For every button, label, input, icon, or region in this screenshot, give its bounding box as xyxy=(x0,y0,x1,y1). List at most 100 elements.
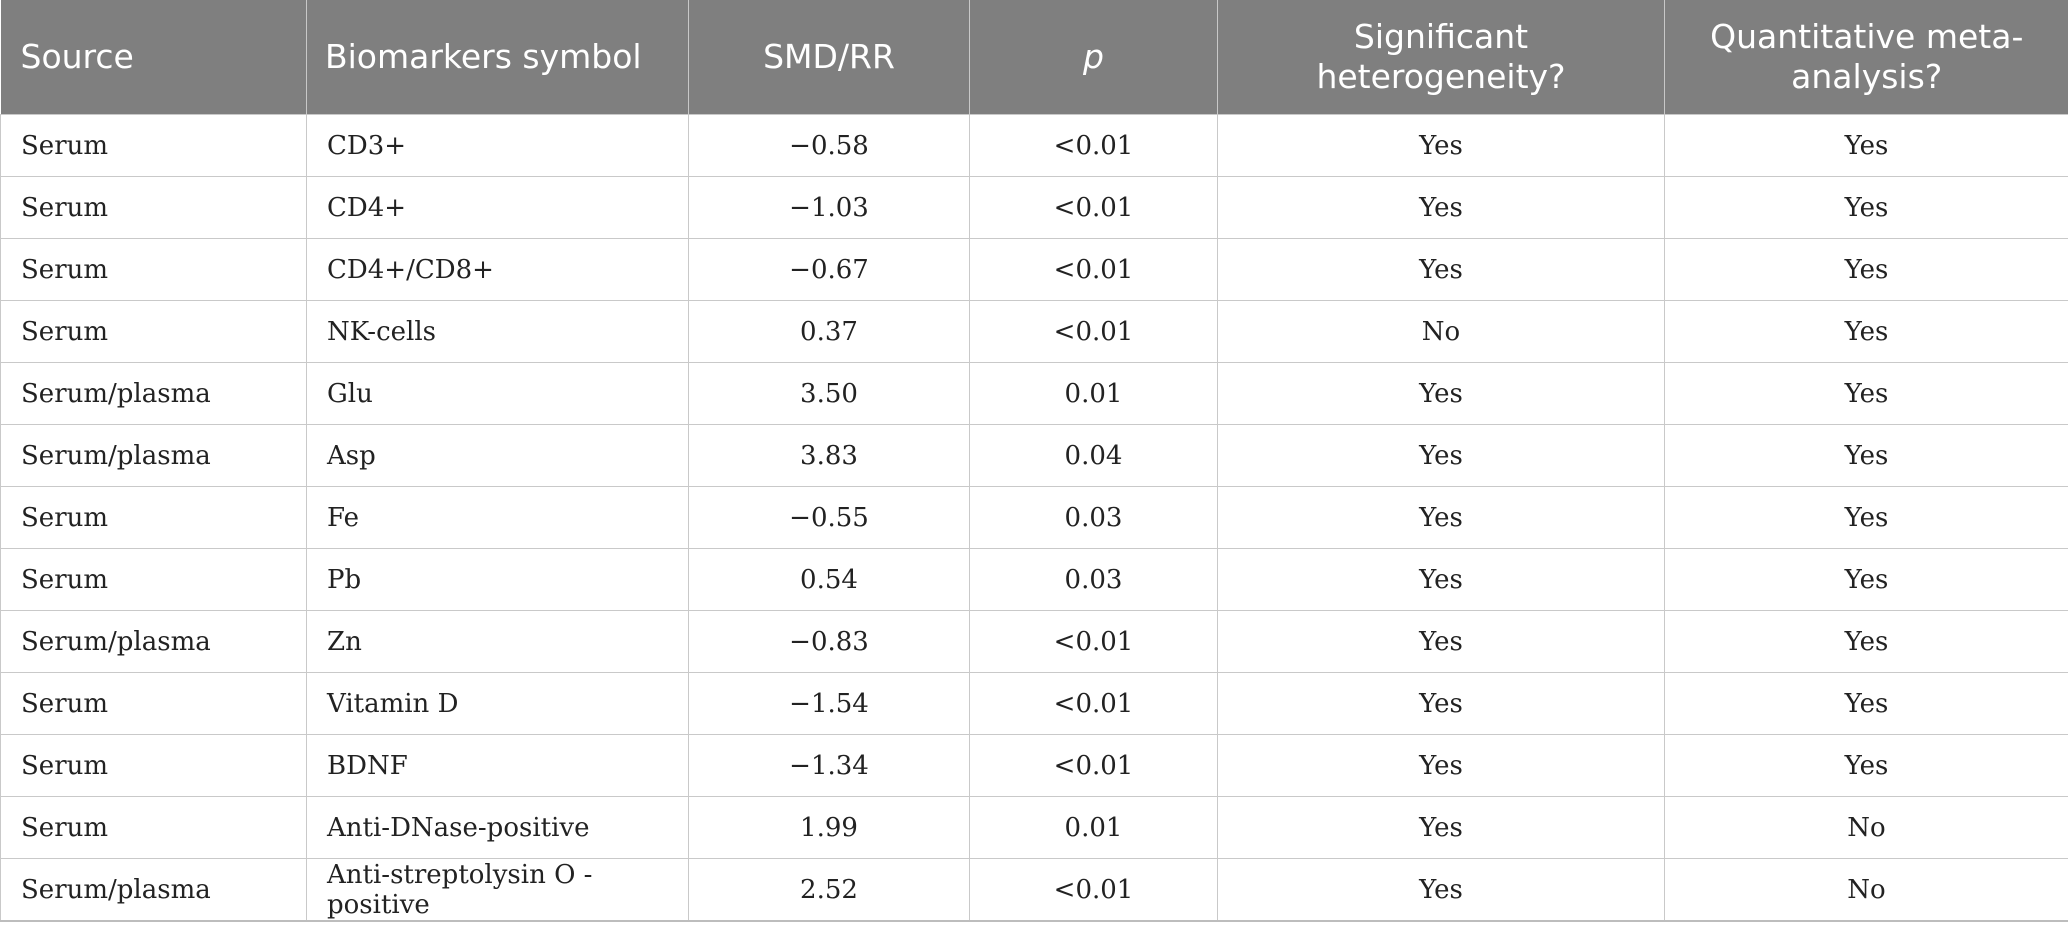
source-cell: Serum/plasma xyxy=(0,858,307,922)
table-row: Serum Vitamin D −1.54 <0.01 Yes Yes xyxy=(0,672,2068,735)
meta-analysis-cell: Yes xyxy=(1664,610,2068,673)
header-biomarkers-symbol-text: Biomarkers symbol xyxy=(325,37,642,76)
heterogeneity-cell: Yes xyxy=(1217,796,1665,859)
source-cell: Serum xyxy=(0,486,307,549)
meta-analysis-cell: No xyxy=(1664,858,2068,922)
biomarker-symbol-cell: Anti-streptolysin O -positive xyxy=(306,858,689,922)
source-cell: Serum xyxy=(0,734,307,797)
p-value-cell: 0.04 xyxy=(969,424,1218,487)
table-row: Serum CD4+ −1.03 <0.01 Yes Yes xyxy=(0,176,2068,239)
biomarker-symbol-cell: Vitamin D xyxy=(306,672,689,735)
biomarker-symbol-cell: CD4+/CD8+ xyxy=(306,238,689,301)
meta-analysis-cell: Yes xyxy=(1664,300,2068,363)
biomarker-symbol-cell: Fe xyxy=(306,486,689,549)
heterogeneity-cell: No xyxy=(1217,300,1665,363)
heterogeneity-cell: Yes xyxy=(1217,610,1665,673)
header-significant-heterogeneity: Significant heterogeneity? xyxy=(1217,0,1665,115)
smd-rr-cell: −0.67 xyxy=(688,238,970,301)
table-header-row: Source Biomarkers symbol SMD/RR p Signif… xyxy=(0,0,2068,115)
header-quantitative-meta-analysis: Quantitative meta- analysis? xyxy=(1664,0,2068,115)
source-cell: Serum xyxy=(0,672,307,735)
smd-rr-cell: −1.54 xyxy=(688,672,970,735)
heterogeneity-cell: Yes xyxy=(1217,672,1665,735)
source-cell: Serum xyxy=(0,796,307,859)
source-cell: Serum/plasma xyxy=(0,610,307,673)
meta-analysis-cell: Yes xyxy=(1664,734,2068,797)
table-row: Serum Pb 0.54 0.03 Yes Yes xyxy=(0,548,2068,611)
header-p: p xyxy=(969,0,1218,115)
biomarker-symbol-cell: Zn xyxy=(306,610,689,673)
header-source-text: Source xyxy=(20,37,134,76)
meta-analysis-cell: Yes xyxy=(1664,362,2068,425)
header-significant-heterogeneity-line2: heterogeneity? xyxy=(1316,57,1566,96)
smd-rr-cell: −0.55 xyxy=(688,486,970,549)
smd-rr-cell: 0.37 xyxy=(688,300,970,363)
meta-analysis-cell: Yes xyxy=(1664,424,2068,487)
p-value-cell: <0.01 xyxy=(969,300,1218,363)
table-row: Serum/plasma Zn −0.83 <0.01 Yes Yes xyxy=(0,610,2068,673)
smd-rr-cell: −1.03 xyxy=(688,176,970,239)
source-cell: Serum/plasma xyxy=(0,424,307,487)
header-quantitative-meta-analysis-line1: Quantitative meta- xyxy=(1710,17,2024,56)
header-significant-heterogeneity-line1: Significant xyxy=(1353,17,1529,56)
biomarker-symbol-cell: BDNF xyxy=(306,734,689,797)
p-value-cell: <0.01 xyxy=(969,672,1218,735)
heterogeneity-cell: Yes xyxy=(1217,238,1665,301)
meta-analysis-cell: Yes xyxy=(1664,114,2068,177)
table-row: Serum CD3+ −0.58 <0.01 Yes Yes xyxy=(0,114,2068,177)
biomarker-symbol-cell: Pb xyxy=(306,548,689,611)
p-value-cell: <0.01 xyxy=(969,858,1218,922)
meta-analysis-cell: Yes xyxy=(1664,672,2068,735)
p-value-cell: 0.03 xyxy=(969,548,1218,611)
meta-analysis-cell: Yes xyxy=(1664,176,2068,239)
p-value-cell: 0.01 xyxy=(969,362,1218,425)
header-biomarkers-symbol: Biomarkers symbol xyxy=(306,0,689,115)
heterogeneity-cell: Yes xyxy=(1217,176,1665,239)
p-value-cell: <0.01 xyxy=(969,176,1218,239)
smd-rr-cell: 0.54 xyxy=(688,548,970,611)
header-source: Source xyxy=(0,0,307,115)
p-value-cell: <0.01 xyxy=(969,114,1218,177)
smd-rr-cell: −0.83 xyxy=(688,610,970,673)
source-cell: Serum/plasma xyxy=(0,362,307,425)
meta-analysis-cell: Yes xyxy=(1664,238,2068,301)
table-row: Serum NK-cells 0.37 <0.01 No Yes xyxy=(0,300,2068,363)
source-cell: Serum xyxy=(0,238,307,301)
header-smd-rr: SMD/RR xyxy=(688,0,970,115)
source-cell: Serum xyxy=(0,300,307,363)
header-quantitative-meta-analysis-line2: analysis? xyxy=(1791,57,1943,96)
biomarker-symbol-cell: Asp xyxy=(306,424,689,487)
meta-analysis-cell: Yes xyxy=(1664,486,2068,549)
heterogeneity-cell: Yes xyxy=(1217,424,1665,487)
p-value-cell: 0.01 xyxy=(969,796,1218,859)
heterogeneity-cell: Yes xyxy=(1217,362,1665,425)
p-value-cell: <0.01 xyxy=(969,238,1218,301)
table-row: Serum/plasma Glu 3.50 0.01 Yes Yes xyxy=(0,362,2068,425)
biomarker-symbol-cell: CD3+ xyxy=(306,114,689,177)
table-row: Serum CD4+/CD8+ −0.67 <0.01 Yes Yes xyxy=(0,238,2068,301)
meta-analysis-cell: Yes xyxy=(1664,548,2068,611)
smd-rr-cell: −0.58 xyxy=(688,114,970,177)
table-row: Serum BDNF −1.34 <0.01 Yes Yes xyxy=(0,734,2068,797)
smd-rr-cell: 3.50 xyxy=(688,362,970,425)
biomarker-symbol-cell: NK-cells xyxy=(306,300,689,363)
smd-rr-cell: 3.83 xyxy=(688,424,970,487)
biomarker-symbol-cell: CD4+ xyxy=(306,176,689,239)
table-row: Serum/plasma Asp 3.83 0.04 Yes Yes xyxy=(0,424,2068,487)
heterogeneity-cell: Yes xyxy=(1217,548,1665,611)
heterogeneity-cell: Yes xyxy=(1217,734,1665,797)
smd-rr-cell: 2.52 xyxy=(688,858,970,922)
table-row: Serum/plasma Anti-streptolysin O -positiv… xyxy=(0,858,2068,922)
table-body: Serum CD3+ −0.58 <0.01 Yes Yes Serum CD4+ −1.03 <… xyxy=(0,114,2068,922)
table-row: Serum Fe −0.55 0.03 Yes Yes xyxy=(0,486,2068,549)
heterogeneity-cell: Yes xyxy=(1217,114,1665,177)
biomarker-symbol-cell: Anti-DNase-positive xyxy=(306,796,689,859)
p-value-cell: 0.03 xyxy=(969,486,1218,549)
source-cell: Serum xyxy=(0,114,307,177)
header-p-text: p xyxy=(1083,37,1104,76)
p-value-cell: <0.01 xyxy=(969,610,1218,673)
meta-analysis-cell: No xyxy=(1664,796,2068,859)
biomarker-symbol-cell: Glu xyxy=(306,362,689,425)
table-row: Serum Anti-DNase-positive 1.99 0.01 Yes No xyxy=(0,796,2068,859)
